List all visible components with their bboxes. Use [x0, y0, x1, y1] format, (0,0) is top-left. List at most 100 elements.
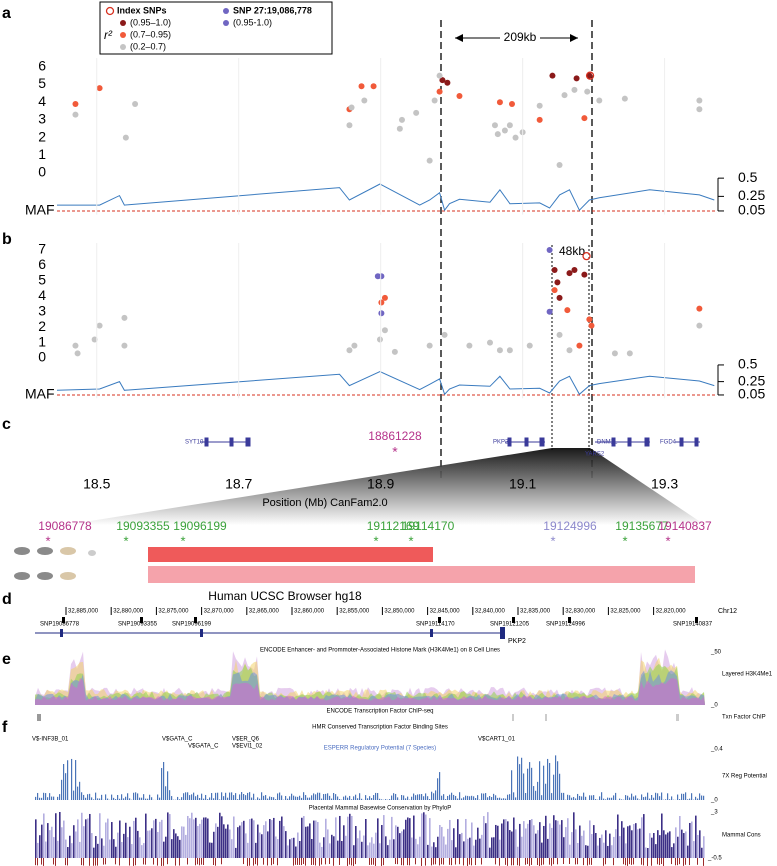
track-scale: _-0.5: [707, 856, 722, 862]
snp-point: [581, 271, 588, 278]
cons-bar: [609, 833, 611, 858]
reg-bar: [533, 786, 535, 800]
cons-neg: [659, 858, 660, 866]
reg-bar: [137, 793, 139, 800]
reg-bar: [573, 796, 575, 800]
cons-bar: [595, 833, 597, 858]
snp-point: [506, 122, 513, 129]
cons-bar: [375, 832, 377, 858]
cons-bar: [391, 816, 393, 858]
reg-bar: [605, 799, 607, 800]
reg-bar: [81, 792, 83, 800]
cons-bar: [51, 826, 53, 858]
cons-bar: [621, 821, 623, 858]
cons-bar: [311, 838, 313, 858]
reg-bar: [217, 792, 219, 800]
exon: [430, 629, 433, 637]
reg-bar: [557, 761, 559, 800]
track-title: HMR Conserved Transcription Factor Bindi…: [312, 725, 448, 731]
reg-bar: [273, 797, 275, 800]
cons-bar: [327, 829, 329, 858]
cons-neg: [553, 858, 554, 865]
cons-neg: [349, 858, 350, 865]
cons-bar: [185, 834, 187, 858]
reg-bar: [625, 795, 627, 800]
cons-bar: [197, 825, 199, 858]
cons-bar: [397, 826, 399, 858]
reg-bar: [227, 797, 229, 800]
cons-bar: [93, 847, 95, 858]
cons-neg: [203, 858, 204, 865]
cons-bar: [553, 815, 555, 858]
snp-tick: [140, 617, 143, 623]
cons-bar: [215, 823, 217, 858]
reg-bar: [201, 793, 203, 800]
reg-bar: [569, 795, 571, 800]
tfbs-label: V$GATA_C: [162, 737, 193, 743]
reg-bar: [125, 796, 127, 800]
reg-bar: [585, 796, 587, 800]
cons-bar: [365, 819, 367, 858]
cons-bar: [485, 823, 487, 858]
reg-bar: [655, 792, 657, 800]
maf-line: [56, 371, 715, 396]
reg-bar: [589, 795, 591, 800]
cons-bar: [537, 830, 539, 858]
cons-bar: [695, 815, 697, 858]
cons-bar: [617, 814, 619, 858]
cons-bar: [667, 832, 669, 858]
cons-bar: [47, 823, 49, 858]
reg-bar: [63, 764, 65, 800]
track-scale: _0: [710, 703, 718, 709]
reg-bar: [87, 794, 89, 800]
cons-bar: [39, 835, 41, 858]
cons-bar: [147, 830, 149, 858]
cons-neg: [375, 858, 376, 866]
maf-line: [57, 183, 715, 212]
snp-point: [501, 127, 508, 134]
cons-neg: [267, 858, 268, 866]
cons-bar: [647, 847, 649, 858]
panel-label: a: [2, 5, 11, 22]
reg-bar: [381, 799, 383, 800]
reg-bar: [375, 792, 377, 800]
cons-bar: [191, 812, 193, 858]
legend-marker: [223, 8, 229, 14]
cons-bar: [517, 846, 519, 858]
cons-bar: [637, 829, 639, 858]
reg-bar: [517, 756, 519, 800]
reg-bar: [493, 793, 495, 800]
cons-neg: [255, 858, 256, 865]
cons-bar: [569, 844, 571, 858]
reg-bar: [377, 793, 379, 800]
cons-bar: [541, 842, 543, 858]
cons-neg: [311, 858, 312, 865]
reg-bar: [127, 793, 129, 800]
reg-bar: [555, 755, 557, 800]
reg-bar: [695, 796, 697, 800]
cons-bar: [673, 843, 675, 858]
cons-bar: [597, 845, 599, 858]
cons-bar: [511, 831, 513, 858]
reg-bar: [411, 796, 413, 800]
cons-bar: [437, 836, 439, 858]
reg-bar: [461, 798, 463, 800]
reg-bar: [249, 792, 251, 800]
reg-bar: [323, 794, 325, 800]
reg-bar: [39, 797, 41, 800]
cons-bar: [97, 843, 99, 858]
cons-bar: [469, 837, 471, 858]
cons-bar: [459, 834, 461, 858]
cons-bar: [109, 839, 111, 858]
reg-bar: [315, 794, 317, 800]
cons-neg: [319, 858, 320, 866]
reg-bar: [645, 796, 647, 800]
reg-bar: [613, 795, 615, 800]
cons-neg: [641, 858, 642, 865]
cons-bar: [243, 820, 245, 858]
reg-bar: [513, 792, 515, 800]
reg-bar: [469, 796, 471, 800]
cons-bar: [455, 847, 457, 858]
cons-bar: [633, 824, 635, 858]
reg-bar: [353, 796, 355, 800]
